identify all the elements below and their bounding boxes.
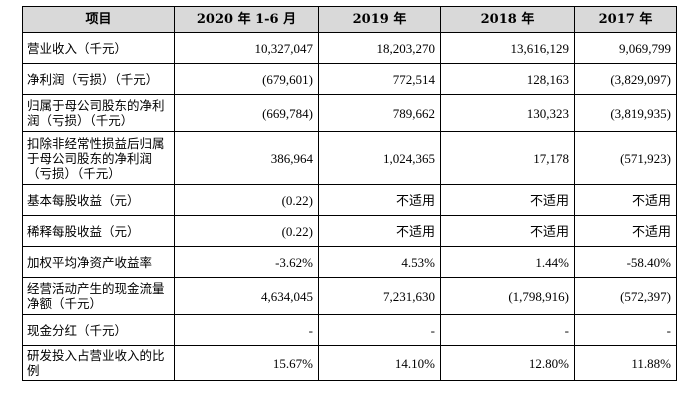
cell-value: (1,798,916) — [440, 277, 575, 315]
cell-value: 7,231,630 — [318, 277, 441, 315]
cell-value: 386,964 — [174, 131, 319, 185]
cell-value: -58.40% — [574, 246, 677, 278]
cell-value: 不适用 — [574, 215, 677, 247]
row-label: 归属于母公司股东的净利润（亏损）（千元） — [22, 94, 175, 132]
header-item: 项目 — [22, 6, 175, 33]
row-label: 加权平均净资产收益率 — [22, 246, 175, 278]
cell-value: 17,178 — [440, 131, 575, 185]
cell-value: 12.80% — [440, 345, 575, 381]
row-label: 现金分红（千元） — [22, 314, 175, 346]
cell-value: - — [440, 314, 575, 346]
cell-value: 不适用 — [318, 215, 441, 247]
cell-value: 不适用 — [574, 184, 677, 216]
header-2020h1: 2020 年 1-6 月 — [174, 6, 319, 33]
cell-value: (679,601) — [174, 63, 319, 95]
cell-value: (669,784) — [174, 94, 319, 132]
row-label: 研发投入占营业收入的比例 — [22, 345, 175, 381]
cell-value: 772,514 — [318, 63, 441, 95]
row-label: 经营活动产生的现金流量净额（千元） — [22, 277, 175, 315]
header-2019: 2019 年 — [318, 6, 441, 33]
row-label: 营业收入（千元） — [22, 32, 175, 64]
cell-value: -3.62% — [174, 246, 319, 278]
cell-value: (3,829,097) — [574, 63, 677, 95]
row-label: 稀释每股收益（元） — [22, 215, 175, 247]
table-row: 归属于母公司股东的净利润（亏损）（千元） (669,784) 789,662 1… — [22, 94, 677, 132]
cell-value: 13,616,129 — [440, 32, 575, 64]
cell-value: - — [174, 314, 319, 346]
cell-value: 15.67% — [174, 345, 319, 381]
table-row: 经营活动产生的现金流量净额（千元） 4,634,045 7,231,630 (1… — [22, 277, 677, 315]
cell-value: 14.10% — [318, 345, 441, 381]
cell-value: 10,327,047 — [174, 32, 319, 64]
row-label: 净利润（亏损）（千元） — [22, 63, 175, 95]
cell-value: (572,397) — [574, 277, 677, 315]
cell-value: 128,163 — [440, 63, 575, 95]
header-2017: 2017 年 — [574, 6, 677, 33]
cell-value: - — [574, 314, 677, 346]
table-row: 扣除非经常性损益后归属于母公司股东的净利润（亏损）（千元） 386,964 1,… — [22, 131, 677, 185]
cell-value: (0.22) — [174, 184, 319, 216]
table-row: 净利润（亏损）（千元） (679,601) 772,514 128,163 (3… — [22, 63, 677, 95]
row-label: 扣除非经常性损益后归属于母公司股东的净利润（亏损）（千元） — [22, 131, 175, 185]
cell-value: 4,634,045 — [174, 277, 319, 315]
cell-value: 789,662 — [318, 94, 441, 132]
cell-value: 9,069,799 — [574, 32, 677, 64]
cell-value: 不适用 — [440, 215, 575, 247]
cell-value: 1.44% — [440, 246, 575, 278]
cell-value: - — [318, 314, 441, 346]
table-row: 加权平均净资产收益率 -3.62% 4.53% 1.44% -58.40% — [22, 246, 677, 278]
cell-value: 130,323 — [440, 94, 575, 132]
cell-value: 1,024,365 — [318, 131, 441, 185]
financial-summary-table: 项目 2020 年 1-6 月 2019 年 2018 年 2017 年 营业收… — [22, 6, 677, 381]
table-row: 研发投入占营业收入的比例 15.67% 14.10% 12.80% 11.88% — [22, 345, 677, 381]
table-row: 稀释每股收益（元） (0.22) 不适用 不适用 不适用 — [22, 215, 677, 247]
cell-value: 4.53% — [318, 246, 441, 278]
cell-value: 不适用 — [440, 184, 575, 216]
cell-value: 18,203,270 — [318, 32, 441, 64]
cell-value: (3,819,935) — [574, 94, 677, 132]
table-row: 现金分红（千元） - - - - — [22, 314, 677, 346]
cell-value: (571,923) — [574, 131, 677, 185]
cell-value: (0.22) — [174, 215, 319, 247]
table-row: 营业收入（千元） 10,327,047 18,203,270 13,616,12… — [22, 32, 677, 64]
table-row: 基本每股收益（元） (0.22) 不适用 不适用 不适用 — [22, 184, 677, 216]
header-row: 项目 2020 年 1-6 月 2019 年 2018 年 2017 年 — [22, 6, 677, 33]
header-2018: 2018 年 — [440, 6, 575, 33]
cell-value: 11.88% — [574, 345, 677, 381]
row-label: 基本每股收益（元） — [22, 184, 175, 216]
cell-value: 不适用 — [318, 184, 441, 216]
